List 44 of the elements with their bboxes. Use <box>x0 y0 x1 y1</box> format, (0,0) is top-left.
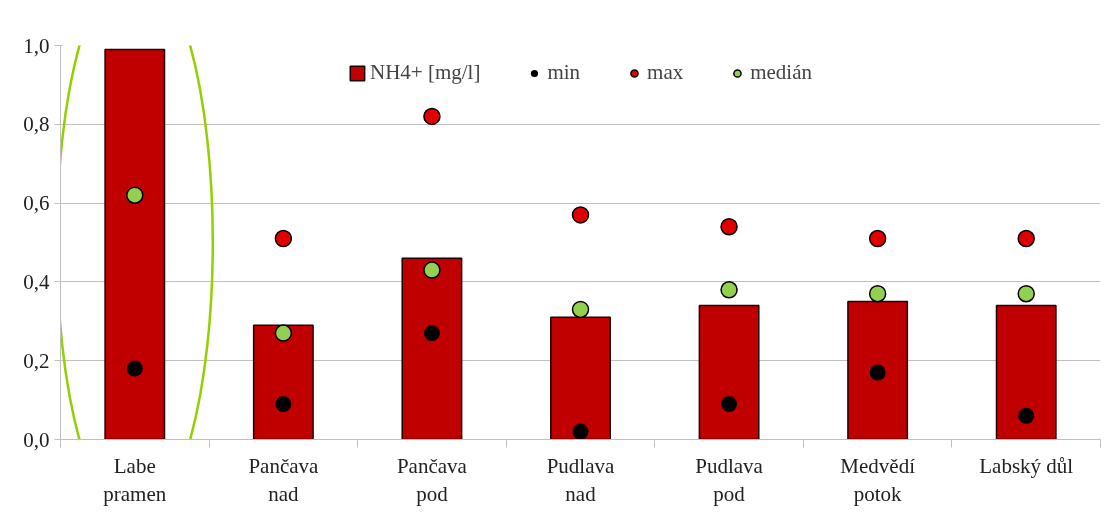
bar <box>252 324 314 440</box>
bar <box>995 304 1057 440</box>
point <box>423 325 440 342</box>
point <box>126 360 143 377</box>
y-tick-label: 0,2 <box>23 348 50 373</box>
point <box>1017 284 1035 303</box>
y-tick-label: 0,4 <box>23 269 50 294</box>
point <box>423 261 441 279</box>
point <box>126 186 144 204</box>
point <box>571 300 590 319</box>
point <box>1017 229 1035 248</box>
y-tick-label: 0,0 <box>23 427 50 452</box>
point <box>1018 407 1035 424</box>
x-tick-label: Medvědí potok <box>840 453 916 507</box>
x-tick-label: Labský důl <box>979 453 1074 478</box>
point <box>868 284 887 303</box>
bar <box>847 300 909 440</box>
point <box>274 324 293 342</box>
legend-label: min <box>547 60 581 85</box>
y-tick-label: 0,8 <box>23 112 50 137</box>
bar <box>401 257 463 440</box>
point <box>720 218 738 236</box>
bar <box>550 316 611 440</box>
bar <box>104 48 166 440</box>
legend-label: max <box>647 60 684 85</box>
point <box>275 396 292 413</box>
legend-label: NH4+ [mg/l] <box>369 60 481 85</box>
point <box>868 229 887 248</box>
x-tick-label: Pudlava pod <box>695 453 764 507</box>
point <box>869 364 886 381</box>
point <box>572 423 589 440</box>
legend-label: medián <box>750 60 813 85</box>
x-tick-label: Pudlava nad <box>546 453 616 507</box>
x-tick-label: Pančava pod <box>396 453 468 507</box>
y-tick-label: 1,0 <box>23 33 50 58</box>
point <box>274 229 293 248</box>
bar <box>698 304 760 440</box>
point <box>423 107 441 126</box>
point <box>571 206 590 224</box>
point <box>721 396 738 413</box>
x-tick-label: Pančava nad <box>248 453 320 507</box>
x-tick-label: Labe pramen <box>103 453 167 507</box>
y-tick-label: 0,6 <box>23 191 50 216</box>
point <box>720 281 738 299</box>
